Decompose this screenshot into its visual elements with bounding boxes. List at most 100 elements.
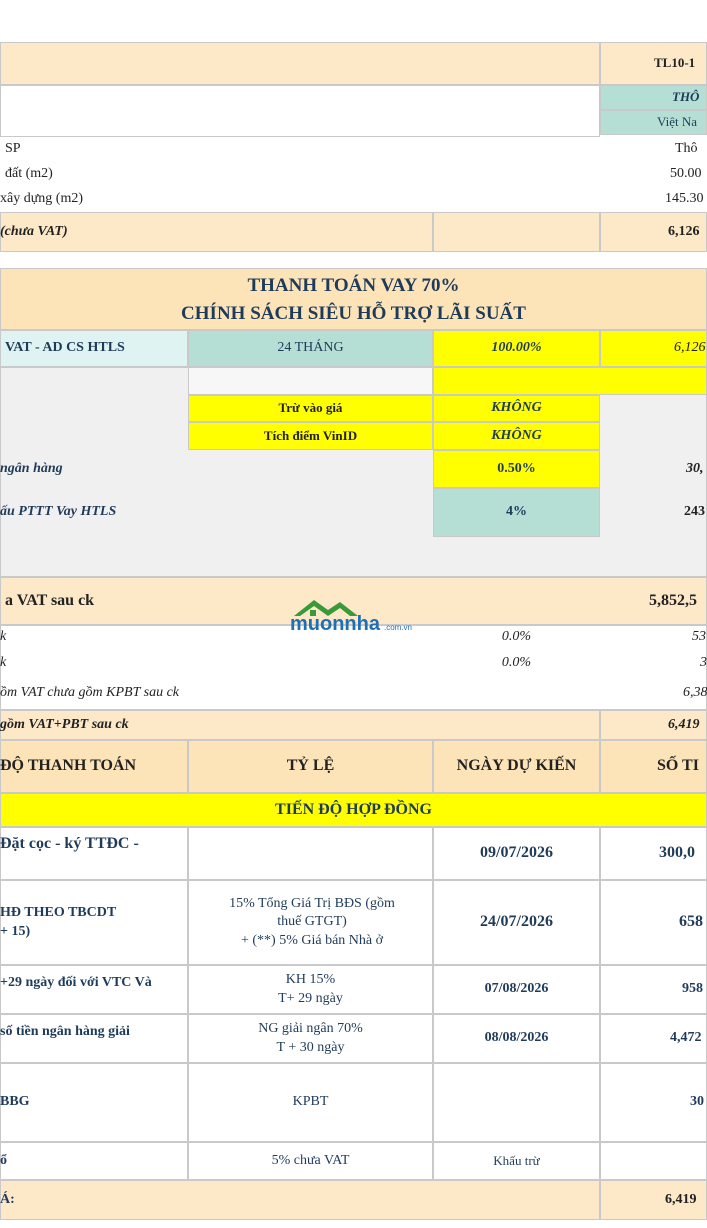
- cell-text: 6,419: [665, 1191, 697, 1207]
- cell-text: Thô: [675, 141, 698, 157]
- cell-text: 4%: [506, 504, 527, 520]
- cell-text: ồm VAT chưa gồm KPBT sau ck: [0, 685, 179, 701]
- cell-text: 09/07/2026: [480, 844, 553, 862]
- cell: [0, 740, 188, 793]
- cell: [0, 212, 433, 252]
- cell-text: 0.50%: [497, 460, 536, 476]
- cell: [0, 577, 707, 625]
- cell-text: 3: [700, 655, 707, 671]
- cell: [188, 827, 433, 880]
- cell-text: Tích điểm VinID: [263, 427, 358, 443]
- cell: [433, 965, 600, 1014]
- cell-text: 243: [684, 504, 705, 520]
- cell: [600, 827, 707, 880]
- cell-text: a VAT sau ck: [5, 591, 95, 609]
- cell-text: TIẾN ĐỘ HỢP ĐỒNG: [275, 800, 432, 818]
- cell-text: 53: [692, 629, 706, 645]
- cell: [433, 422, 600, 450]
- cell: [188, 367, 433, 395]
- cell: [0, 965, 188, 1014]
- cell: [188, 422, 433, 450]
- cell: [433, 740, 600, 793]
- cell-text: 50.00: [670, 166, 702, 182]
- cell: [600, 710, 707, 740]
- cell-text: gồm VAT+PBT sau ck: [0, 716, 129, 732]
- cell-text: 24 THÁNG: [277, 340, 344, 356]
- cell: [0, 1142, 188, 1180]
- cell-text: 07/08/2026: [484, 981, 549, 997]
- cell-text: k: [0, 629, 7, 645]
- cell-text: +29 ngày đối với VTC Và: [0, 975, 152, 991]
- cell-text: SỐ TI: [657, 757, 699, 775]
- cell-text: KH 15% T+ 29 ngày: [278, 972, 343, 1006]
- cell-text: THANH TOÁN VAY 70%: [247, 274, 460, 296]
- cell-text: 6,126: [668, 223, 700, 239]
- cell-text: 300,0: [659, 844, 695, 862]
- cell-text: KHÔNG: [491, 427, 542, 443]
- cell: [188, 330, 433, 367]
- cell: [600, 42, 707, 85]
- cell: [433, 450, 600, 488]
- cell: [433, 827, 600, 880]
- cell-text: ổ: [0, 1152, 7, 1168]
- watermark-domain: .com.vn: [384, 623, 412, 632]
- cell: [188, 1014, 433, 1063]
- cell: [0, 625, 707, 710]
- cell: [188, 1142, 433, 1180]
- cell: [600, 110, 707, 135]
- cell-text: ngân hàng: [0, 460, 63, 476]
- cell: [600, 1180, 707, 1220]
- cell-text: Trừ vào giá: [278, 400, 343, 416]
- cell-text: đất (m2): [5, 166, 53, 182]
- cell-text: 0.0%: [501, 655, 532, 671]
- cell: [433, 367, 707, 395]
- watermark: muonnha .com.vn: [290, 600, 412, 635]
- cell-text: 5,852,5: [649, 591, 697, 609]
- cell: [0, 330, 188, 367]
- cell-text: NG giải ngân 70% T + 30 ngày: [258, 1021, 363, 1055]
- cell: [0, 880, 188, 965]
- cell-text: 0.0%: [501, 629, 532, 645]
- cell-text: NGÀY DỰ KIẾN: [456, 757, 577, 775]
- cell: [433, 212, 600, 252]
- cell: [600, 212, 707, 252]
- cell: [0, 710, 600, 740]
- cell: [433, 330, 600, 367]
- cell-text: THÔ: [672, 89, 700, 105]
- cell-text: 958: [682, 981, 703, 997]
- cell-text: Khấu trừ: [493, 1152, 540, 1168]
- cell: [188, 740, 433, 793]
- cell-text: Việt Na: [657, 114, 698, 130]
- cell: [0, 1014, 188, 1063]
- cell-text: VAT - AD CS HTLS: [5, 340, 125, 356]
- cell: [0, 827, 188, 880]
- cell: [188, 395, 433, 422]
- cell-text: 4,472: [670, 1030, 702, 1046]
- cell-text: HĐ THEO TBCDT + 15): [0, 905, 117, 939]
- cell-text: 100.00%: [491, 340, 542, 356]
- cell: [0, 1180, 600, 1220]
- cell: [0, 793, 707, 827]
- cell: [433, 1063, 600, 1142]
- cell-text: KPBT: [292, 1094, 329, 1110]
- cell-text: CHÍNH SÁCH SIÊU HỖ TRỢ LÃI SUẤT: [181, 302, 526, 324]
- watermark-brand: muonnha: [290, 613, 381, 635]
- cell: [433, 395, 600, 422]
- cell-text: 6,126: [674, 340, 706, 356]
- cell-text: 30: [690, 1094, 704, 1110]
- cell: [433, 488, 600, 537]
- cell-text: 30,: [686, 460, 704, 476]
- cell-text: ĐỘ THANH TOÁN: [0, 757, 137, 775]
- cell-text: 6,419: [668, 716, 700, 732]
- cell: [600, 1014, 707, 1063]
- cell-text: xây dựng (m2): [0, 191, 84, 207]
- cell: [600, 1142, 707, 1180]
- cell-text: ấu PTTT Vay HTLS: [0, 504, 117, 520]
- cell: [600, 85, 707, 110]
- cell: [188, 880, 433, 965]
- cell-text: BBG: [0, 1094, 30, 1110]
- cell-text: 08/08/2026: [484, 1030, 549, 1046]
- cell-text: 658: [679, 913, 703, 931]
- cell-text: SP: [5, 141, 21, 157]
- cell: [600, 965, 707, 1014]
